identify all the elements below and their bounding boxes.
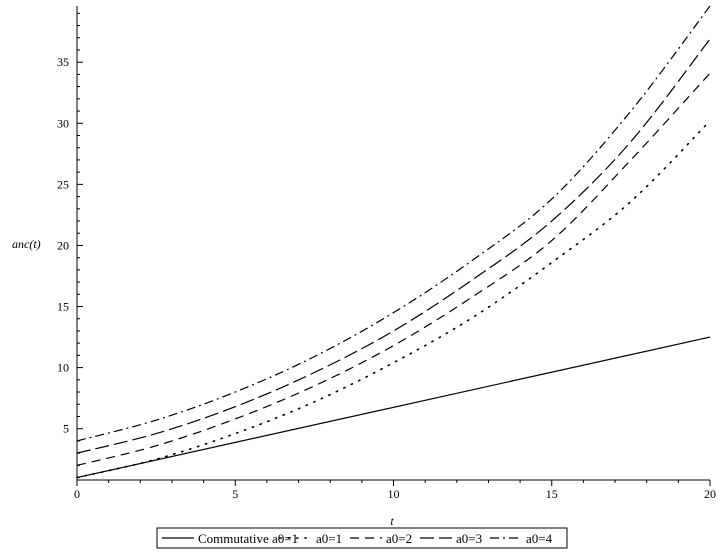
y-tick-label: 25 xyxy=(57,177,69,191)
legend-label-5: a0=4 xyxy=(526,531,553,546)
legend-box xyxy=(156,527,568,549)
legend-label-3: a0=2 xyxy=(386,531,412,546)
series-line-4 xyxy=(76,38,711,454)
x-tick-label: 10 xyxy=(388,487,400,501)
x-tick-label: 0 xyxy=(74,487,80,501)
x-tick-label: 15 xyxy=(546,487,558,501)
legend-label-1: Commutative a0=1 xyxy=(198,531,298,546)
x-axis-label: t xyxy=(390,514,394,528)
legend: Commutative a0=1 a0=1 a0=2 a0=3 a0=4 xyxy=(156,527,568,549)
axes: 0 5 10 15 20 5 10 15 20 25 30 35 xyxy=(57,6,716,501)
series-line-1 xyxy=(76,336,711,479)
series-line-3 xyxy=(76,72,711,466)
x-tick-label: 20 xyxy=(704,487,716,501)
y-tick-label: 35 xyxy=(57,55,69,69)
series-line-2 xyxy=(76,120,711,479)
y-axis-label: anc(t) xyxy=(12,237,41,251)
y-tick-label: 15 xyxy=(57,300,69,314)
y-tick-label: 20 xyxy=(57,238,69,252)
y-tick-label: 10 xyxy=(57,361,69,375)
legend-label-4: a0=3 xyxy=(456,531,482,546)
x-tick-label: 5 xyxy=(232,487,238,501)
y-tick-label: 30 xyxy=(57,116,69,130)
y-tick-label: 5 xyxy=(63,422,69,436)
legend-label-2: a0=1 xyxy=(316,531,342,546)
series-group xyxy=(76,5,711,479)
series-line-5 xyxy=(76,5,711,442)
